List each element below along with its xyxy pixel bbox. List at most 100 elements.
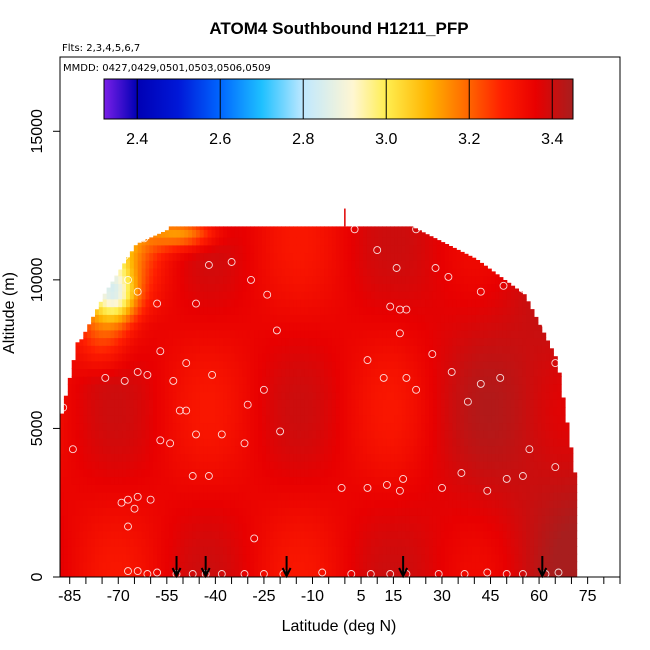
heatmap-cell (242, 399, 248, 408)
heatmap-cell (487, 476, 492, 485)
heatmap-cell (397, 561, 403, 570)
heatmap-cell (452, 507, 457, 516)
heatmap-cell (491, 275, 496, 284)
heatmap-cell (277, 329, 282, 339)
heatmap-cell (452, 345, 457, 354)
heatmap-cell (265, 569, 271, 577)
heatmap-cell (436, 461, 442, 470)
heatmap-cell (417, 453, 422, 462)
heatmap-cell (390, 437, 395, 447)
heatmap-cell (347, 283, 352, 292)
heatmap-cell (366, 522, 372, 532)
heatmap-cell (328, 306, 333, 315)
heatmap-cell (487, 414, 492, 424)
heatmap-cell (91, 422, 96, 431)
heatmap-cell (366, 399, 372, 408)
heatmap-cell (296, 383, 302, 393)
heatmap-cell (79, 515, 84, 524)
heatmap-cell (196, 476, 201, 485)
heatmap-cell (234, 376, 240, 385)
heatmap-cell (227, 445, 232, 454)
heatmap-cell (386, 229, 391, 238)
heatmap-cell (133, 530, 139, 539)
heatmap-cell (374, 260, 380, 269)
heatmap-cell (87, 569, 92, 577)
heatmap-cell (196, 422, 201, 431)
heatmap-cell (328, 353, 333, 362)
heatmap-cell (137, 329, 143, 339)
heatmap-cell (157, 453, 162, 462)
heatmap-cell (215, 353, 220, 362)
heatmap-cell (180, 430, 185, 439)
heatmap-cell (149, 376, 154, 385)
heatmap-cell (328, 252, 333, 261)
heatmap-cell (331, 453, 337, 462)
heatmap-cell (335, 260, 341, 269)
heatmap-cell (219, 252, 224, 261)
heatmap-cell (452, 298, 457, 308)
heatmap-cell (452, 515, 457, 524)
heatmap-cell (390, 226, 395, 230)
heatmap-cell (180, 546, 185, 555)
heatmap-cell (293, 453, 298, 462)
heatmap-cell (363, 484, 368, 493)
heatmap-cell (401, 445, 407, 454)
heatmap-cell (452, 569, 457, 577)
heatmap-cell (312, 399, 317, 408)
heatmap-cell (60, 430, 65, 439)
heatmap-cell (60, 553, 65, 563)
heatmap-cell (374, 268, 380, 277)
heatmap-cell (102, 437, 108, 447)
heatmap-cell (63, 538, 69, 547)
heatmap-cell (168, 437, 174, 447)
heatmap-cell (374, 368, 380, 377)
heatmap-cell (106, 453, 112, 462)
heatmap-cell (79, 376, 84, 385)
heatmap-cell (475, 430, 481, 439)
heatmap-cell (339, 237, 345, 246)
heatmap-cell (106, 430, 112, 439)
heatmap-cell (126, 298, 131, 308)
heatmap-cell (293, 538, 298, 547)
heatmap-cell (199, 522, 205, 532)
heatmap-cell (495, 499, 500, 508)
heatmap-cell (126, 329, 131, 339)
heatmap-cell (316, 314, 321, 323)
heatmap-cell (269, 476, 275, 485)
heatmap-cell (133, 468, 139, 478)
heatmap-cell (265, 407, 271, 416)
heatmap-cell (397, 252, 403, 261)
heatmap-cell (397, 298, 403, 308)
heatmap-cell (456, 368, 461, 377)
heatmap-cell (196, 229, 201, 238)
heatmap-cell (397, 391, 403, 400)
heatmap-cell (300, 530, 306, 539)
heatmap-cell (401, 476, 407, 485)
heatmap-cell (223, 453, 228, 462)
heatmap-cell (460, 291, 465, 300)
heatmap-cell (281, 461, 286, 470)
heatmap-cell (343, 229, 349, 238)
heatmap-cell (471, 546, 477, 555)
heatmap-cell (355, 237, 360, 246)
heatmap-cell (339, 445, 345, 454)
heatmap-cell (417, 230, 422, 238)
heatmap-cell (363, 237, 368, 246)
heatmap-cell (370, 430, 376, 439)
heatmap-cell (172, 522, 178, 532)
heatmap-cell (316, 229, 321, 238)
heatmap-cell (161, 329, 166, 339)
heatmap-cell (230, 453, 236, 462)
heatmap-cell (223, 391, 228, 400)
heatmap-cell (487, 391, 492, 400)
heatmap-cell (436, 492, 442, 501)
heatmap-cell (95, 484, 100, 493)
heatmap-cell (331, 399, 337, 408)
heatmap-cell (355, 229, 360, 238)
heatmap-cell (285, 353, 290, 362)
heatmap-cell (394, 268, 399, 277)
heatmap-cell (487, 345, 492, 354)
heatmap-cell (495, 522, 500, 532)
heatmap-cell (122, 314, 127, 323)
heatmap-cell (304, 275, 310, 284)
